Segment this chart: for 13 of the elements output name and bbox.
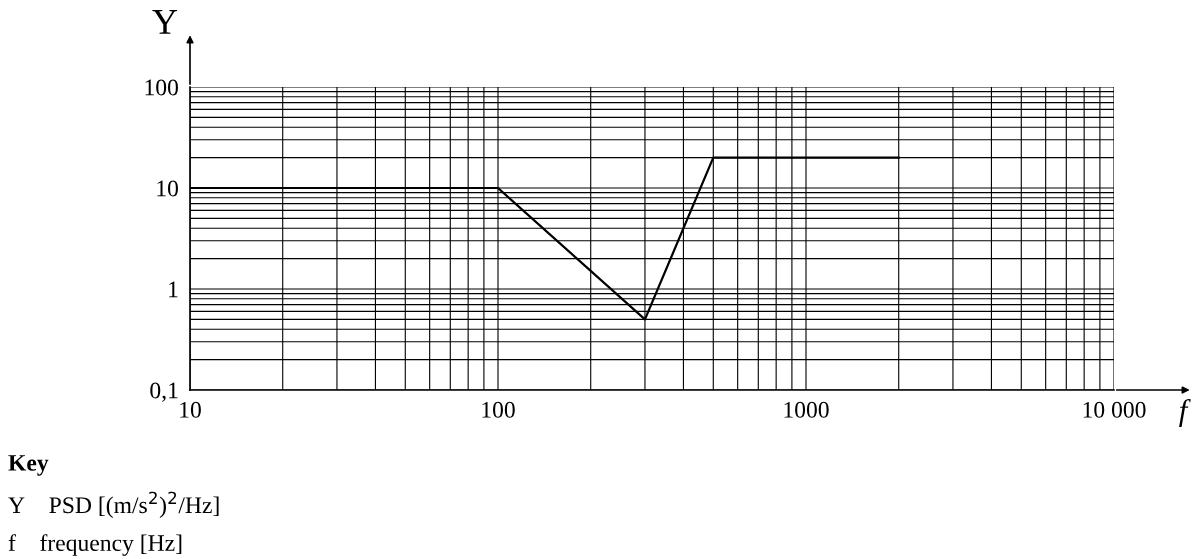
text: Y PSD [(m/s$^{2}$)$^{2}$/Hz] bbox=[8, 491, 219, 518]
y-tick-label: 0,1 bbox=[150, 382, 178, 402]
x-tick-label: 10 000 bbox=[1083, 401, 1146, 418]
x-tick-label: 1000 bbox=[784, 401, 829, 418]
text: Key bbox=[8, 455, 49, 476]
x-axis-title: f bbox=[1179, 398, 1191, 428]
y-tick-label: 100 bbox=[145, 79, 178, 96]
y-tick-label: 10 bbox=[157, 180, 178, 197]
y-tick-label: 1 bbox=[169, 281, 178, 298]
x-tick-label: 10 bbox=[180, 401, 201, 418]
y-axis-title: Y bbox=[152, 10, 178, 34]
x-tick-label: 100 bbox=[482, 401, 515, 418]
text: f frequency [Hz] bbox=[8, 534, 182, 556]
